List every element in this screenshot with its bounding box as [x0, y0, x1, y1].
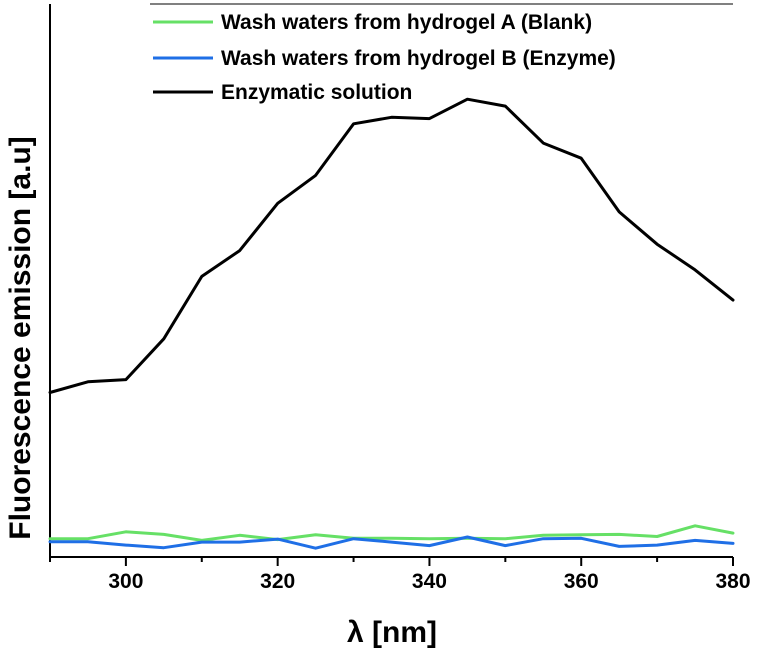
legend-label-3: Enzymatic solution	[221, 81, 412, 104]
x-tick-label: 300	[108, 570, 143, 593]
x-axis-title: λ [nm]	[347, 616, 437, 649]
series-line-3	[48, 97, 735, 394]
x-tick-label: 360	[564, 570, 599, 593]
series-layer	[48, 97, 735, 550]
legend-label-2: Wash waters from hydrogel B (Enzyme)	[221, 47, 616, 70]
x-tick-label: 380	[715, 570, 750, 593]
y-axis-title: Fluorescence emission [a.u]	[4, 136, 37, 539]
x-tick-label: 320	[260, 570, 295, 593]
axes	[49, 3, 733, 558]
series-line-1	[48, 524, 735, 542]
legend-label-1: Wash waters from hydrogel A (Blank)	[221, 11, 592, 34]
x-ticks: 300 320 340 360 380	[49, 557, 751, 593]
x-tick-label: 340	[412, 570, 447, 593]
series-line-2	[48, 535, 735, 550]
legend: Wash waters from hydrogel A (Blank) Wash …	[153, 11, 616, 104]
